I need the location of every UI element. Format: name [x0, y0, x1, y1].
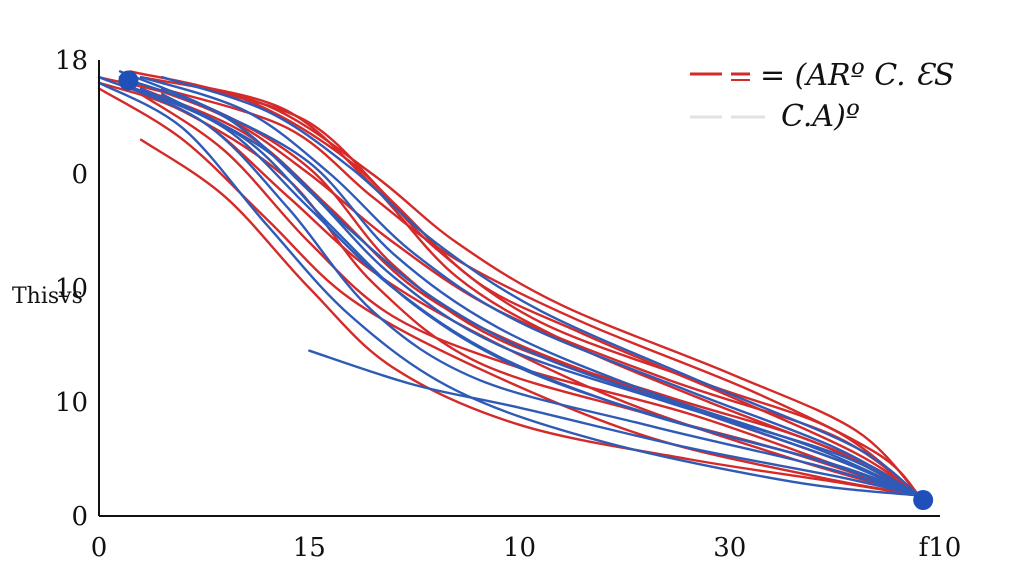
series-line-9	[139, 138, 921, 497]
legend-entry-1: = (ARº C. ƐS	[690, 58, 954, 93]
y-ticks: 0 10 10 0 18	[55, 46, 88, 532]
x-tick-label-4: 30	[713, 533, 746, 563]
x-ticks: 0 15 10 30 f10	[91, 533, 962, 563]
series-line-7	[139, 93, 921, 497]
marker-layer	[118, 70, 934, 511]
series-line-15	[97, 81, 921, 497]
series-line-20	[160, 75, 921, 497]
series-line-23	[160, 93, 921, 497]
y-tick-label-3: 10	[55, 274, 88, 304]
x-tick-label-3: 10	[503, 533, 536, 563]
series-line-4	[139, 75, 921, 497]
series-layer	[97, 70, 921, 497]
y-tick-label-5: 18	[55, 46, 88, 76]
y-tick-label-4: 0	[71, 160, 88, 190]
series-line-22	[308, 349, 921, 497]
x-tick-label-1: 0	[91, 533, 108, 563]
series-line-21	[118, 70, 921, 497]
series-line-1	[97, 81, 921, 497]
legend: = (ARº C. ƐS C.A)º	[690, 58, 954, 134]
x-tick-label-5: f10	[919, 533, 962, 563]
series-line-5	[160, 87, 921, 497]
y-tick-label-2: 10	[55, 388, 88, 418]
series-line-8	[97, 87, 921, 497]
legend-label-1: = (ARº C. ƐS	[760, 58, 954, 93]
legend-entry-2: C.A)º	[690, 99, 860, 134]
series-line-14	[97, 75, 921, 497]
series-line-19	[139, 75, 921, 497]
endpoint-marker-1	[118, 70, 139, 91]
endpoint-marker-2	[913, 490, 934, 511]
series-line-11	[202, 87, 921, 497]
series-line-18	[139, 87, 921, 497]
legend-label-2: C.A)º	[781, 99, 860, 134]
series-line-10	[181, 81, 921, 497]
x-tick-label-2: 15	[293, 533, 326, 563]
y-axis-label: Thisvs	[12, 284, 83, 309]
y-tick-label-1: 0	[71, 502, 88, 532]
